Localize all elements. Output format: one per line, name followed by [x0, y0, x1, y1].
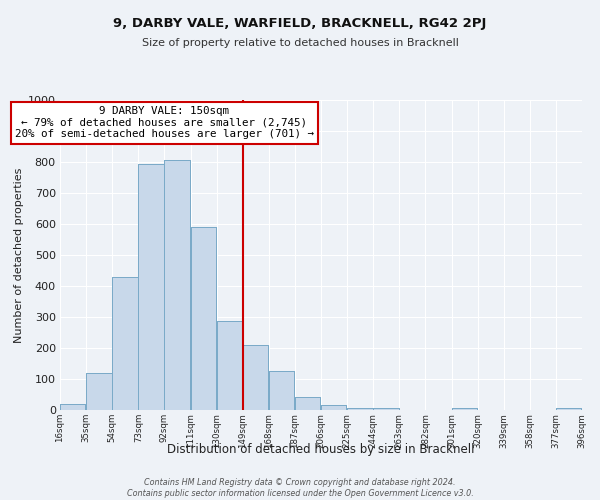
Bar: [347, 408, 373, 410]
Text: 9 DARBY VALE: 150sqm
← 79% of detached houses are smaller (2,745)
20% of semi-de: 9 DARBY VALE: 150sqm ← 79% of detached h…: [15, 106, 314, 140]
Bar: [112, 276, 137, 410]
Y-axis label: Number of detached properties: Number of detached properties: [14, 168, 23, 342]
Bar: [164, 160, 190, 410]
Bar: [321, 406, 346, 410]
Bar: [452, 408, 477, 410]
Bar: [139, 164, 164, 410]
Bar: [347, 408, 373, 410]
Bar: [295, 397, 320, 410]
Bar: [373, 408, 398, 410]
Bar: [452, 408, 477, 410]
Text: Size of property relative to detached houses in Bracknell: Size of property relative to detached ho…: [142, 38, 458, 48]
Bar: [139, 164, 164, 410]
Bar: [60, 404, 85, 410]
Bar: [217, 320, 242, 410]
Bar: [164, 160, 190, 410]
Bar: [60, 404, 85, 410]
Bar: [86, 373, 112, 410]
Bar: [243, 345, 268, 410]
Bar: [556, 408, 581, 410]
Bar: [243, 345, 268, 410]
Text: 9, DARBY VALE, WARFIELD, BRACKNELL, RG42 2PJ: 9, DARBY VALE, WARFIELD, BRACKNELL, RG42…: [113, 18, 487, 30]
Text: Contains HM Land Registry data © Crown copyright and database right 2024.
Contai: Contains HM Land Registry data © Crown c…: [127, 478, 473, 498]
Bar: [321, 406, 346, 410]
Bar: [191, 227, 216, 410]
Bar: [86, 373, 112, 410]
Bar: [373, 408, 398, 410]
Bar: [269, 371, 294, 410]
Bar: [556, 408, 581, 410]
Bar: [217, 320, 242, 410]
Bar: [295, 397, 320, 410]
Bar: [191, 227, 216, 410]
Bar: [112, 276, 137, 410]
Text: Distribution of detached houses by size in Bracknell: Distribution of detached houses by size …: [167, 442, 475, 456]
Bar: [269, 371, 294, 410]
